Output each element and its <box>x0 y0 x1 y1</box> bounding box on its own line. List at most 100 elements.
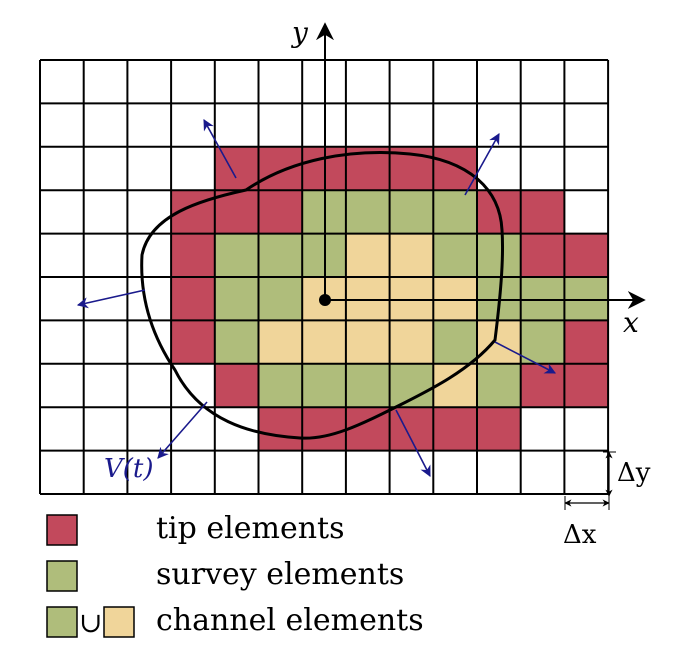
grid-cell-empty <box>83 146 128 191</box>
grid-cell-survey <box>433 233 477 277</box>
grid-cell-tip <box>520 363 565 408</box>
grid-cell-tip <box>520 190 565 234</box>
grid-cell-survey <box>302 363 346 408</box>
velocity-arrow <box>395 409 431 477</box>
grid-cell-tip <box>477 407 521 451</box>
grid-cell-tip <box>171 233 215 277</box>
grid-cell-empty <box>83 450 128 494</box>
legend-label-channel: channel elements <box>156 603 424 638</box>
grid-cell-empty <box>127 233 172 277</box>
grid-cell-channel <box>433 363 477 408</box>
grid-cell-survey <box>214 277 259 321</box>
grid-cell-empty <box>258 450 303 494</box>
grid-cell-empty <box>127 407 172 451</box>
grid-cell-empty <box>214 450 259 494</box>
grid-cell-tip <box>389 407 434 451</box>
grid-cell-tip <box>258 190 303 234</box>
legend-swatch-channel <box>103 606 135 638</box>
grid-cell-empty <box>302 450 346 494</box>
grid-cell-empty <box>83 320 128 364</box>
grid-cell-empty <box>345 60 390 104</box>
grid-cell-empty <box>171 146 215 191</box>
grid-cell-empty <box>40 60 84 104</box>
velocity-label: V(t) <box>104 454 154 484</box>
grid-cell-empty <box>258 103 303 147</box>
grid-cell-survey <box>564 277 609 321</box>
grid-cell-empty <box>564 450 609 494</box>
velocity-arrow <box>157 401 208 459</box>
grid-cell-empty <box>433 60 477 104</box>
grid-cell-tip <box>564 363 609 408</box>
cell-size-annotation: Δy Δx <box>563 451 651 550</box>
grid-cell-empty <box>171 363 215 408</box>
grid-cell-empty <box>345 103 390 147</box>
grid-cell-survey <box>258 277 303 321</box>
grid-cell-empty <box>40 450 84 494</box>
grid-cell-empty <box>40 277 84 321</box>
fracture-front-curve <box>140 151 505 440</box>
grid-cell-empty <box>40 320 84 364</box>
legend-swatch-tip <box>46 514 78 546</box>
grid-cell-tip <box>214 146 259 191</box>
grid-cell-empty <box>127 320 172 364</box>
grid-cell-empty <box>40 146 84 191</box>
grid-cell-channel <box>477 320 521 364</box>
grid-cell-channel <box>345 233 390 277</box>
grid-cell-empty <box>433 103 477 147</box>
grid-cell-channel <box>389 233 434 277</box>
grid-cell-tip <box>433 146 477 191</box>
grid-cell-survey <box>477 363 521 408</box>
grid-cell-empty <box>477 60 521 104</box>
origin-point <box>319 294 331 306</box>
grid-cell-tip <box>258 407 303 451</box>
grid-cell-tip <box>214 190 259 234</box>
grid-cell-tip <box>302 407 346 451</box>
grid-cell-channel <box>258 320 303 364</box>
grid-cell-channel <box>302 320 346 364</box>
grid-cell-empty <box>564 190 609 234</box>
velocity-arrow <box>203 119 237 179</box>
grid-cell-channel <box>345 277 390 321</box>
grid-cell-survey <box>258 233 303 277</box>
grid-cell-tip <box>520 233 565 277</box>
grid-cell-tip <box>214 363 259 408</box>
x-axis-label: x <box>623 306 639 339</box>
grid-cell-survey <box>433 190 477 234</box>
legend-swatch-survey <box>46 560 78 592</box>
grid-cell-empty <box>477 103 521 147</box>
grid-cell-tip <box>258 146 303 191</box>
grid-cell-empty <box>83 363 128 408</box>
grid-cell-empty <box>127 190 172 234</box>
grid-cell-survey <box>214 320 259 364</box>
grid-cell-empty <box>520 103 565 147</box>
grid-cell-empty <box>520 146 565 191</box>
grid-cell-survey <box>520 320 565 364</box>
grid-cell-empty <box>127 363 172 408</box>
grid-cell-empty <box>433 450 477 494</box>
grid-cell-empty <box>83 190 128 234</box>
dx-label: Δx <box>563 520 597 550</box>
grid-cell-empty <box>171 103 215 147</box>
grid-cell-empty <box>389 60 434 104</box>
grid-cell-empty <box>83 60 128 104</box>
legend-label-survey: survey elements <box>156 557 404 592</box>
grid-cell-empty <box>389 450 434 494</box>
grid-cell-empty <box>83 407 128 451</box>
grid-cell-empty <box>127 103 172 147</box>
grid-cell-empty <box>520 60 565 104</box>
grid-cell-empty <box>40 190 84 234</box>
grid-cell-empty <box>520 407 565 451</box>
grid-cell-empty <box>564 60 609 104</box>
grid-cell-empty <box>171 407 215 451</box>
velocity-arrows <box>76 119 556 477</box>
grid-cell-empty <box>40 233 84 277</box>
grid-cell-empty <box>564 103 609 147</box>
grid-cell-channel <box>433 277 477 321</box>
legend: tip elements survey elements ∪ channel e… <box>46 511 424 639</box>
grid-cell-tip <box>564 233 609 277</box>
grid-cell-survey <box>258 363 303 408</box>
grid-cell-empty <box>214 60 259 104</box>
grid-cell-empty <box>345 450 390 494</box>
grid-cell-empty <box>214 103 259 147</box>
